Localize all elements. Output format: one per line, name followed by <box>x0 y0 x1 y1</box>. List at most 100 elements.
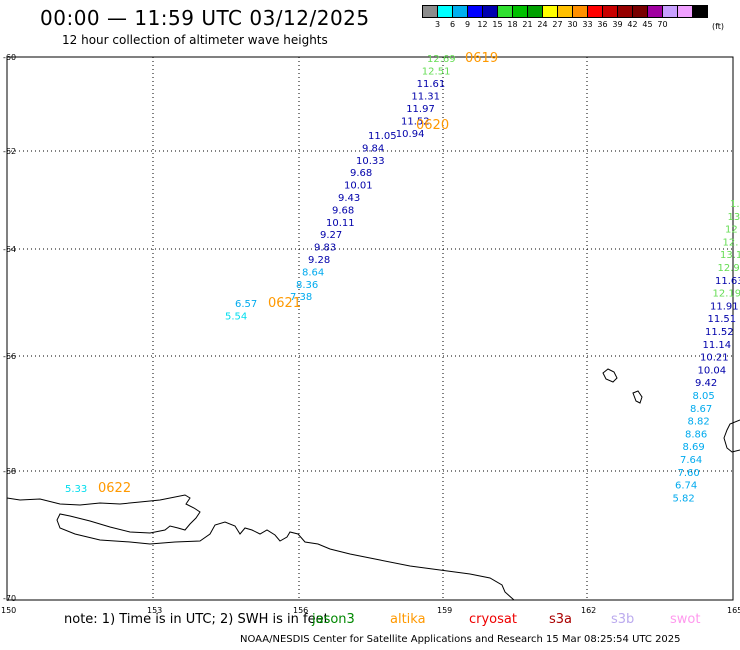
legend-tick: 18 <box>507 20 518 29</box>
wave-height-value: 12 <box>725 225 738 236</box>
legend-tick: 42 <box>627 20 638 29</box>
wave-height-value: 5.33 <box>65 484 87 495</box>
track-time-label: 0620 <box>416 118 449 133</box>
map-subtitle: 12 hour collection of altimeter wave hei… <box>62 33 328 47</box>
color-scale-legend: 3 6 9 12 15 18 21 24 27 30 33 36 39 42 45 70 <box>422 5 708 29</box>
latitude-label: -68 <box>3 467 16 476</box>
wave-height-value: 11.05 <box>368 131 397 142</box>
wave-height-value: 9.27 <box>320 230 342 241</box>
satellite-name: altika <box>390 612 426 627</box>
track-time-label: 0622 <box>98 481 131 496</box>
legend-tick: 9 <box>464 20 471 29</box>
latitude-label: -70 <box>3 594 16 603</box>
legend-tick: 15 <box>492 20 503 29</box>
wave-height-value: 10.04 <box>698 365 727 376</box>
legend-ticks: 3 6 9 12 15 18 21 24 27 30 33 36 39 42 45 70 <box>422 20 707 29</box>
wave-height-value: 9.83 <box>314 243 336 254</box>
legend-swatches <box>422 5 708 18</box>
satellite-name: s3a <box>549 612 573 627</box>
antarctic-coastline <box>6 494 515 601</box>
latitude-label: -64 <box>3 245 16 254</box>
longitude-label: 165 <box>727 606 740 615</box>
wave-height-value: 12.9 <box>718 263 740 274</box>
wave-height-value: 8.82 <box>688 417 710 428</box>
wave-height-value: 7.64 <box>680 455 702 466</box>
island-1 <box>602 368 618 383</box>
satellite-track: 11.059.8410.339.6810.019.439.6810.119.27… <box>290 118 449 303</box>
satellite-name: swot <box>670 612 701 627</box>
island-3 <box>723 419 740 453</box>
wave-height-value: 9.68 <box>350 168 372 179</box>
legend-tick: 27 <box>552 20 563 29</box>
wave-height-value: 10.11 <box>326 218 355 229</box>
wave-height-value: 12.51 <box>422 67 451 78</box>
wave-height-value: 8.05 <box>693 391 715 402</box>
legend-tick: 39 <box>612 20 623 29</box>
legend-tick: 30 <box>567 20 578 29</box>
latitude-label: -66 <box>3 352 16 361</box>
wave-height-value: 12.19 <box>713 289 740 300</box>
island-2 <box>632 390 643 404</box>
wave-height-value: 8.64 <box>302 267 324 278</box>
legend-tick: 70 <box>657 20 668 29</box>
wave-height-value: 9.84 <box>362 143 384 154</box>
wave-height-value: 13.1 <box>720 250 740 261</box>
coastline <box>6 368 740 601</box>
wave-height-value: 11.63 <box>715 276 740 287</box>
wave-height-value: 11.14 <box>703 340 732 351</box>
legend-units: (ft) <box>712 22 725 31</box>
altimeter-tracks: 12.6912.5111.6111.3111.9711.5210.9406191… <box>65 51 740 504</box>
footer-credit: NOAA/NESDIS Center for Satellite Applica… <box>240 634 681 645</box>
wave-height-value: 11.97 <box>406 104 435 115</box>
wave-height-value: 8.69 <box>683 442 705 453</box>
map-title: 00:00 — 11:59 UTC 03/12/2025 <box>40 6 370 30</box>
wave-height-value: 9.42 <box>695 378 717 389</box>
satellite-name: cryosat <box>469 612 517 627</box>
legend-tick: 24 <box>537 20 548 29</box>
wave-height-value: 8.36 <box>296 280 318 291</box>
wave-height-value: 1. <box>730 199 740 210</box>
track-time-label: 0621 <box>268 296 301 311</box>
wave-height-value: 8.67 <box>690 404 712 415</box>
wave-height-value: 7.38 <box>290 292 312 303</box>
legend-tick: 36 <box>597 20 608 29</box>
map-frame <box>6 56 734 601</box>
legend-tick: 45 <box>642 20 653 29</box>
legend-tick: 12 <box>477 20 488 29</box>
wave-height-value: 10.94 <box>396 129 425 140</box>
latitude-label: -62 <box>3 147 16 156</box>
wave-height-value: 9.28 <box>308 255 330 266</box>
wave-height-value: 9.43 <box>338 193 360 204</box>
legend-tick: 21 <box>522 20 533 29</box>
wave-height-value: 11.52 <box>705 327 734 338</box>
map-grid: -60 -62 -64 -66 -68 -70 150 153 156 159 162 165 <box>1 53 740 615</box>
wave-height-value: 10.21 <box>700 353 729 364</box>
wave-height-value: 10.33 <box>356 156 385 167</box>
wave-height-value: 9.68 <box>332 205 354 216</box>
wave-height-value: 13 <box>728 212 740 223</box>
wave-height-value: 11.52 <box>401 117 430 128</box>
wave-height-value: 11.31 <box>411 92 440 103</box>
wave-height-value: 6.74 <box>675 481 697 492</box>
legend-swatch <box>692 5 708 18</box>
footer-note: note: 1) Time is in UTC; 2) SWH is in fe… <box>64 612 329 627</box>
wave-height-value: 10.01 <box>344 181 373 192</box>
wave-height-value: 12.69 <box>427 54 456 65</box>
wave-height-value: 5.54 <box>225 312 247 323</box>
wave-height-value: 5.82 <box>673 493 695 504</box>
wave-height-value: 11.51 <box>708 314 737 325</box>
longitude-label: 162 <box>581 606 596 615</box>
satellite-name: jason3 <box>312 612 355 627</box>
longitude-label: 156 <box>293 606 308 615</box>
wave-height-value: 11.91 <box>710 301 739 312</box>
wave-height-value: 8.86 <box>685 429 707 440</box>
wave-height-value: 11.61 <box>417 79 446 90</box>
wave-height-value: 6.57 <box>235 299 257 310</box>
satellite-name: s3b <box>611 612 635 627</box>
legend-tick: 6 <box>449 20 456 29</box>
longitude-label: 159 <box>437 606 452 615</box>
longitude-label: 153 <box>147 606 162 615</box>
